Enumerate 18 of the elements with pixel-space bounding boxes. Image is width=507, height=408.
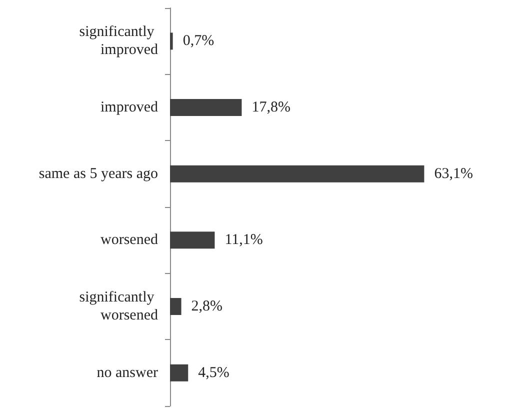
- y-tick-label: no answer: [96, 364, 158, 381]
- bar: [170, 298, 182, 315]
- y-tick-label: improved: [100, 100, 158, 116]
- y-tick-label: significantly improved: [79, 24, 158, 58]
- data-label: 2,8%: [191, 298, 223, 314]
- bar: [170, 99, 242, 116]
- bar: [170, 32, 173, 50]
- data-label: 4,5%: [198, 364, 230, 381]
- bar: [170, 232, 215, 249]
- y-tick-label: worsened: [100, 232, 158, 248]
- data-label: 11,1%: [224, 232, 263, 248]
- data-label: 63,1%: [434, 166, 473, 182]
- data-label: 0,7%: [182, 33, 214, 50]
- y-tick-label: significantly worsened: [79, 290, 158, 324]
- data-label: 17,8%: [252, 100, 290, 116]
- bar: [170, 165, 424, 182]
- y-tick-label: same as 5 years ago: [38, 166, 158, 182]
- bar: [170, 364, 188, 382]
